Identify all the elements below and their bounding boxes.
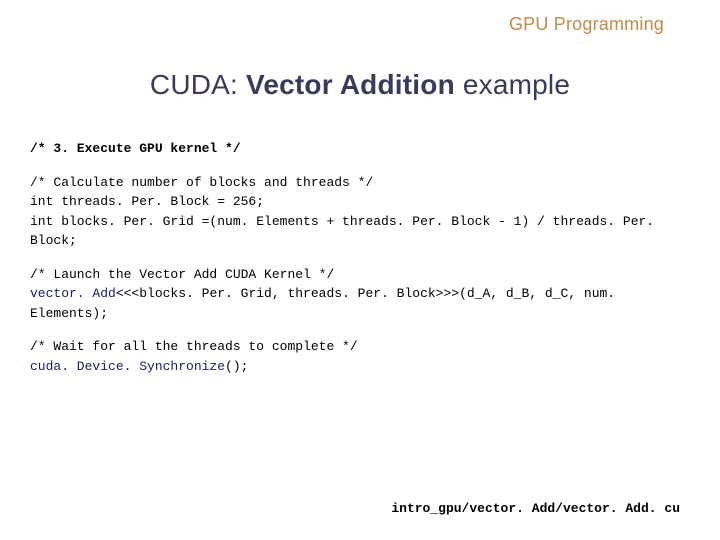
code-section: /* Launch the Vector Add CUDA Kernel */v… [30, 265, 690, 324]
code-line: cuda. Device. Synchronize(); [30, 357, 690, 377]
code-section: /* Wait for all the threads to complete … [30, 337, 690, 376]
code-line: /* Calculate number of blocks and thread… [30, 173, 690, 193]
code-line: int blocks. Per. Grid =(num. Elements + … [30, 212, 690, 251]
code-line: /* Launch the Vector Add CUDA Kernel */ [30, 265, 690, 285]
footer-path: intro_gpu/vector. Add/vector. Add. cu [391, 501, 680, 516]
slide-title: CUDA: Vector Addition example [0, 69, 720, 101]
code-line: /* Wait for all the threads to complete … [30, 337, 690, 357]
page-header: GPU Programming [0, 0, 720, 35]
header-text: GPU Programming [509, 14, 664, 34]
title-prefix: CUDA: [150, 69, 238, 100]
title-bold: Vector Addition [246, 69, 455, 100]
code-section: /* Calculate number of blocks and thread… [30, 173, 690, 251]
title-suffix: example [463, 69, 570, 100]
code-line: vector. Add<<<blocks. Per. Grid, threads… [30, 284, 690, 323]
code-line: int threads. Per. Block = 256; [30, 192, 690, 212]
code-section: /* 3. Execute GPU kernel */ [30, 139, 690, 159]
code-block: /* 3. Execute GPU kernel */ /* Calculate … [30, 139, 690, 376]
code-line: /* 3. Execute GPU kernel */ [30, 139, 690, 159]
footer-text: intro_gpu/vector. Add/vector. Add. cu [391, 501, 680, 516]
